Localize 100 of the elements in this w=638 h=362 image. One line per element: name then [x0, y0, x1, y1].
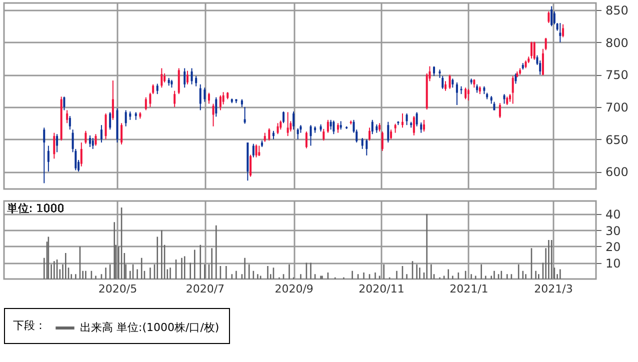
y-tick-label: 40 — [606, 208, 621, 222]
candlestick — [542, 48, 544, 76]
candlestick — [412, 116, 415, 136]
candlestick — [420, 122, 422, 134]
candlestick — [394, 123, 396, 134]
candlestick — [195, 75, 198, 87]
candlestick — [371, 119, 374, 135]
candlestick — [120, 122, 123, 145]
candlestick — [63, 96, 66, 111]
candlestick — [204, 87, 206, 102]
candlestick — [89, 134, 92, 148]
candlestick — [56, 134, 58, 153]
annotation: 単位: 1000 — [7, 202, 64, 215]
candlestick — [562, 24, 564, 38]
candlestick — [215, 96, 218, 118]
candlestick — [433, 66, 436, 76]
candlestick — [310, 124, 312, 146]
candlestick — [80, 142, 82, 167]
candlestick — [539, 60, 542, 76]
candlestick — [448, 74, 451, 90]
candlestick — [456, 82, 458, 106]
y-tick-label: 20 — [606, 240, 621, 254]
candlestick — [84, 130, 87, 144]
x-tick-label: 2020/5 — [98, 282, 138, 296]
candlestick — [292, 111, 295, 130]
legend-label: 出来高 単位:(1000株/口/枚) — [80, 321, 220, 334]
y-tick-label: 850 — [606, 4, 628, 18]
candlestick — [336, 122, 339, 134]
candlestick — [366, 138, 368, 156]
y-tick-label: 700 — [606, 100, 628, 114]
candlestick — [544, 37, 547, 51]
candlestick — [112, 80, 114, 120]
candlestick — [144, 96, 147, 111]
candlestick — [530, 41, 532, 60]
candlestick — [559, 22, 562, 43]
candlestick — [156, 83, 158, 95]
candlestick — [104, 112, 107, 140]
candlestick — [184, 68, 186, 88]
y-tick-label: 750 — [606, 68, 628, 82]
candlestick — [199, 84, 202, 111]
candlestick — [100, 124, 102, 143]
candlestick — [178, 68, 180, 95]
candlestick — [305, 131, 308, 149]
candlestick — [174, 90, 176, 108]
candlestick — [332, 120, 335, 135]
candlestick — [368, 127, 371, 142]
candlestick — [92, 137, 94, 150]
legend-title: 下段： — [13, 319, 46, 332]
candlestick — [68, 116, 71, 130]
candlestick — [401, 112, 404, 128]
candlestick — [452, 78, 454, 88]
candlestick — [244, 106, 246, 124]
candlestick — [390, 129, 392, 140]
candlestick — [550, 6, 553, 27]
candlestick — [47, 145, 50, 172]
candlestick — [416, 112, 418, 127]
candlestick — [250, 154, 252, 178]
y-tick-label: 30 — [606, 224, 621, 238]
candlestick — [258, 145, 260, 157]
candlestick — [109, 112, 112, 130]
candlestick — [422, 119, 425, 132]
candlestick — [152, 84, 154, 95]
candlestick — [212, 103, 214, 127]
candlestick — [276, 122, 279, 135]
candlestick — [464, 87, 467, 100]
candlestick — [512, 75, 514, 104]
candlestick — [190, 68, 193, 85]
candlestick — [268, 128, 270, 142]
candlestick — [164, 72, 166, 83]
candlestick — [533, 41, 536, 60]
candlestick — [282, 111, 285, 124]
candlestick — [264, 132, 266, 142]
candlestick — [548, 10, 550, 24]
candlestick — [124, 110, 127, 127]
candlestick — [280, 120, 282, 130]
x-tick-label: 2021/3 — [534, 282, 573, 296]
candlestick — [503, 94, 506, 104]
x-tick-label: 2020/7 — [186, 282, 225, 296]
candlestick — [219, 94, 222, 111]
candlestick — [361, 137, 364, 150]
candlestick — [444, 80, 446, 92]
x-tick-label: 2021/1 — [450, 282, 488, 296]
candlestick — [208, 92, 210, 104]
candlestick — [94, 134, 97, 146]
candlestick — [406, 112, 408, 126]
x-tick-label: 2020/9 — [274, 282, 314, 296]
candlestick — [387, 121, 390, 143]
candlestick — [330, 119, 332, 130]
candlestick — [498, 102, 501, 118]
candlestick — [322, 128, 325, 142]
candlestick — [66, 110, 68, 124]
candlestick — [43, 127, 46, 184]
candlestick — [381, 131, 384, 152]
candlestick — [53, 132, 56, 160]
y-tick-label: 600 — [606, 165, 628, 180]
candlestick — [255, 144, 258, 158]
candlestick — [326, 119, 329, 134]
candlestick — [286, 112, 289, 137]
candlestick — [149, 92, 152, 108]
y-tick-label: 10 — [606, 256, 621, 270]
